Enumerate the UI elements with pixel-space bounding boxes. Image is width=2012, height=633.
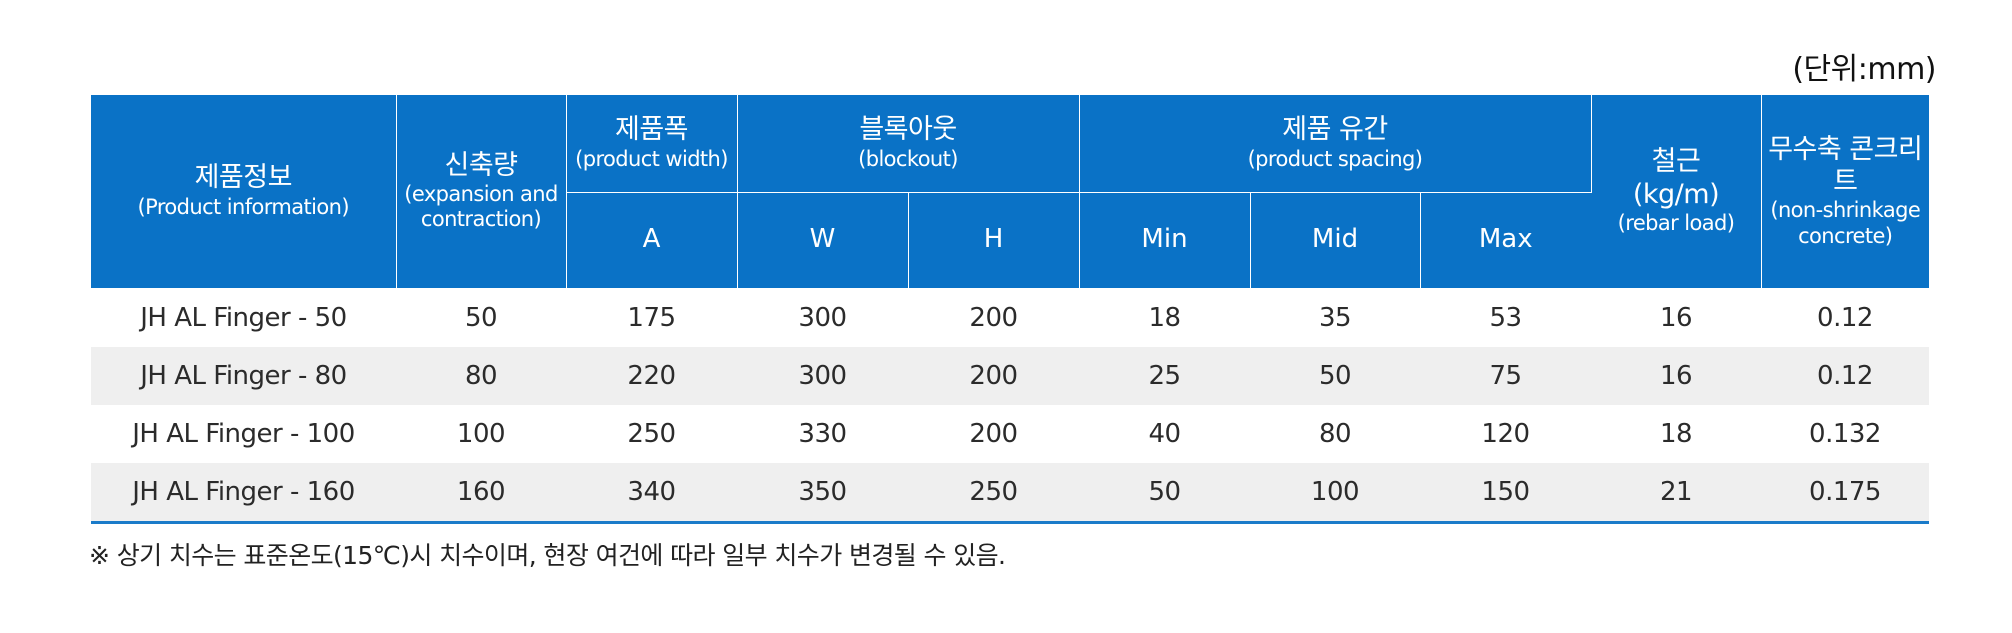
header-sub-max: Max <box>1420 192 1591 289</box>
cell-product-name: JH AL Finger - 50 <box>140 302 347 333</box>
cell-concrete: 0.12 <box>1817 302 1873 333</box>
cell-spacing-min: 25 <box>1079 346 1250 405</box>
cell-rebar: 18 <box>1659 418 1693 449</box>
cell-product-name: JH AL Finger - 80 <box>91 346 396 405</box>
cell-width-a: 175 <box>627 302 676 333</box>
cell-expansion: 160 <box>396 462 566 524</box>
header-sub-h: H <box>908 192 1080 289</box>
cell-rebar: 16 <box>1659 302 1693 333</box>
table-row: JH AL Finger - 50 50 175 300 200 18 35 5… <box>91 288 1929 347</box>
header-sub-min: Min <box>1079 192 1251 289</box>
table-header: 제품정보 (Product information) 신축량 (expansio… <box>91 95 1929 289</box>
cell-rebar: 16 <box>1591 346 1761 405</box>
header-width: 제품폭 (product width) <box>566 95 738 193</box>
cell-concrete: 0.12 <box>1761 346 1929 405</box>
cell-blockout-h: 200 <box>969 302 1018 333</box>
table-body: JH AL Finger - 50 50 175 300 200 18 35 5… <box>91 288 1929 524</box>
header-spacing-en: (product spacing) <box>1247 146 1423 171</box>
header-sub-mid: Mid <box>1250 192 1421 289</box>
cell-spacing-max: 120 <box>1481 418 1530 449</box>
header-product-ko: 제품정보 <box>194 162 293 194</box>
cell-spacing-mid: 50 <box>1250 346 1420 405</box>
header-spacing: 제품 유간 (product spacing) <box>1079 95 1592 193</box>
header-concrete: 무수축 콘크리트 (non-shrinkage concrete) <box>1761 95 1929 289</box>
cell-width-a: 220 <box>566 346 737 405</box>
header-spacing-ko: 제품 유간 <box>1282 114 1388 146</box>
cell-product-name: JH AL Finger - 100 <box>132 418 355 449</box>
cell-expansion: 80 <box>396 346 566 405</box>
cell-concrete: 0.132 <box>1809 418 1881 449</box>
header-blockout-en: (blockout) <box>858 146 958 171</box>
cell-spacing-max: 150 <box>1420 462 1591 524</box>
cell-blockout-w: 300 <box>737 346 908 405</box>
cell-spacing-mid: 35 <box>1318 302 1352 333</box>
header-rebar-unit: (kg/m) <box>1632 178 1720 210</box>
cell-spacing-max: 75 <box>1420 346 1591 405</box>
cell-rebar: 21 <box>1591 462 1761 524</box>
cell-blockout-h: 200 <box>969 418 1018 449</box>
cell-blockout-w: 350 <box>737 462 908 524</box>
cell-expansion: 100 <box>456 418 506 449</box>
header-rebar: 철근 (kg/m) (rebar load) <box>1591 95 1762 289</box>
header-expansion-en: (expansion and contraction) <box>404 182 558 232</box>
header-product-en: (Product information) <box>137 194 350 219</box>
cell-spacing-min: 18 <box>1148 302 1181 333</box>
header-blockout-ko: 블록아웃 <box>859 114 957 146</box>
header-width-ko: 제품폭 <box>614 114 689 146</box>
unit-label: (단위:mm) <box>1792 52 1936 87</box>
header-concrete-en: (non-shrinkage concrete) <box>1770 198 1921 248</box>
table-row: JH AL Finger - 160 160 340 350 250 50 10… <box>91 462 1929 524</box>
cell-blockout-w: 300 <box>798 302 847 333</box>
cell-concrete: 0.175 <box>1761 462 1929 524</box>
cell-product-name: JH AL Finger - 160 <box>91 462 396 524</box>
header-concrete-ko: 무수축 콘크리트 <box>1768 133 1923 198</box>
table-row: JH AL Finger - 100 100 250 330 200 40 80… <box>91 405 1929 463</box>
spec-table: 제품정보 (Product information) 신축량 (expansio… <box>91 95 1929 524</box>
footnote: ※ 상기 치수는 표준온도(15℃)시 치수이며, 현장 여건에 따라 일부 치… <box>89 541 1006 570</box>
header-blockout: 블록아웃 (blockout) <box>737 95 1080 193</box>
cell-spacing-min: 50 <box>1079 462 1250 524</box>
header-sub-w: W <box>737 192 909 289</box>
header-product: 제품정보 (Product information) <box>91 95 397 289</box>
cell-blockout-h: 250 <box>908 462 1079 524</box>
header-expansion: 신축량 (expansion and contraction) <box>396 95 567 289</box>
header-rebar-en: (rebar load) <box>1617 211 1735 236</box>
header-sub-a: A <box>566 192 738 289</box>
cell-blockout-h: 200 <box>908 346 1079 405</box>
cell-width-a: 250 <box>627 418 676 449</box>
cell-spacing-min: 40 <box>1148 418 1181 449</box>
header-rebar-ko: 철근 <box>1651 146 1701 178</box>
cell-spacing-mid: 80 <box>1318 418 1352 449</box>
header-width-en: (product width) <box>575 146 728 171</box>
cell-spacing-max: 53 <box>1489 302 1522 333</box>
cell-width-a: 340 <box>566 462 737 524</box>
table-row: JH AL Finger - 80 80 220 300 200 25 50 7… <box>91 346 1929 405</box>
cell-spacing-mid: 100 <box>1250 462 1420 524</box>
cell-expansion: 50 <box>464 302 498 333</box>
header-expansion-ko: 신축량 <box>444 149 518 181</box>
cell-blockout-w: 330 <box>798 418 847 449</box>
